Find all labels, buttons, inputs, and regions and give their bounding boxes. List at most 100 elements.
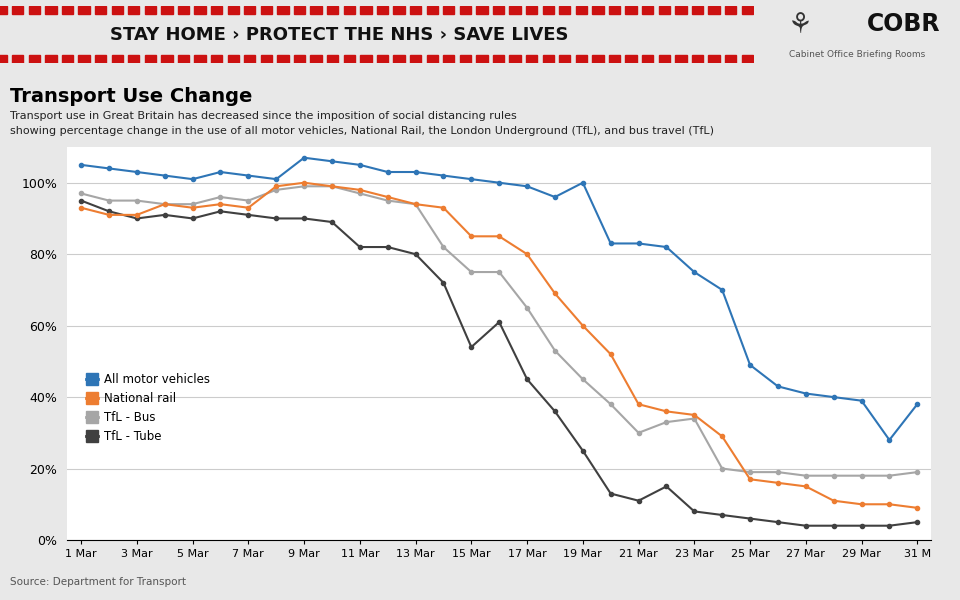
- Polygon shape: [145, 6, 156, 14]
- Polygon shape: [376, 6, 388, 14]
- Polygon shape: [45, 6, 57, 14]
- Polygon shape: [244, 55, 255, 63]
- Polygon shape: [294, 6, 305, 14]
- Polygon shape: [161, 55, 173, 63]
- Polygon shape: [111, 6, 123, 14]
- Polygon shape: [261, 6, 272, 14]
- Polygon shape: [559, 6, 570, 14]
- Polygon shape: [111, 55, 123, 63]
- Polygon shape: [79, 55, 89, 63]
- Polygon shape: [675, 55, 686, 63]
- Polygon shape: [344, 55, 355, 63]
- Polygon shape: [609, 55, 620, 63]
- Text: STAY HOME › PROTECT THE NHS › SAVE LIVES: STAY HOME › PROTECT THE NHS › SAVE LIVES: [109, 25, 568, 43]
- Polygon shape: [244, 6, 255, 14]
- Text: Transport Use Change: Transport Use Change: [10, 87, 252, 106]
- Polygon shape: [128, 6, 139, 14]
- Polygon shape: [376, 55, 388, 63]
- Polygon shape: [825, 6, 836, 14]
- Polygon shape: [675, 6, 686, 14]
- Polygon shape: [775, 55, 786, 63]
- Polygon shape: [410, 6, 421, 14]
- Polygon shape: [476, 55, 488, 63]
- Polygon shape: [460, 55, 471, 63]
- Polygon shape: [659, 55, 670, 63]
- Polygon shape: [492, 55, 504, 63]
- Text: Source: Department for Transport: Source: Department for Transport: [10, 577, 185, 587]
- Polygon shape: [741, 55, 753, 63]
- Polygon shape: [426, 6, 438, 14]
- Polygon shape: [277, 6, 289, 14]
- Polygon shape: [145, 55, 156, 63]
- Polygon shape: [12, 55, 23, 63]
- Polygon shape: [542, 55, 554, 63]
- Polygon shape: [576, 6, 588, 14]
- Polygon shape: [394, 55, 405, 63]
- Polygon shape: [526, 55, 538, 63]
- Polygon shape: [559, 55, 570, 63]
- Polygon shape: [294, 55, 305, 63]
- Polygon shape: [128, 55, 139, 63]
- Polygon shape: [0, 55, 7, 63]
- Polygon shape: [708, 6, 720, 14]
- Polygon shape: [808, 6, 819, 14]
- Polygon shape: [79, 6, 89, 14]
- Polygon shape: [426, 55, 438, 63]
- Polygon shape: [410, 55, 421, 63]
- Text: COBR: COBR: [867, 11, 941, 36]
- Polygon shape: [791, 55, 803, 63]
- Polygon shape: [360, 55, 372, 63]
- Polygon shape: [228, 55, 239, 63]
- Polygon shape: [492, 6, 504, 14]
- Polygon shape: [195, 55, 205, 63]
- Text: Transport use in Great Britain has decreased since the imposition of social dist: Transport use in Great Britain has decre…: [10, 111, 516, 121]
- Polygon shape: [394, 6, 405, 14]
- Polygon shape: [195, 6, 205, 14]
- Polygon shape: [12, 6, 23, 14]
- Polygon shape: [626, 6, 636, 14]
- Polygon shape: [626, 55, 636, 63]
- Polygon shape: [592, 6, 604, 14]
- Polygon shape: [542, 6, 554, 14]
- Polygon shape: [510, 55, 520, 63]
- Polygon shape: [576, 55, 588, 63]
- Polygon shape: [178, 55, 189, 63]
- Polygon shape: [310, 55, 322, 63]
- Polygon shape: [758, 55, 769, 63]
- Legend: All motor vehicles, National rail, TfL - Bus, TfL - Tube: All motor vehicles, National rail, TfL -…: [82, 368, 215, 448]
- Polygon shape: [327, 55, 338, 63]
- Polygon shape: [592, 55, 604, 63]
- Polygon shape: [0, 6, 7, 14]
- Polygon shape: [61, 6, 73, 14]
- Polygon shape: [775, 6, 786, 14]
- Polygon shape: [95, 6, 107, 14]
- Polygon shape: [741, 6, 753, 14]
- Polygon shape: [476, 6, 488, 14]
- Polygon shape: [178, 6, 189, 14]
- Polygon shape: [344, 6, 355, 14]
- Polygon shape: [808, 55, 819, 63]
- Text: Cabinet Office Briefing Rooms: Cabinet Office Briefing Rooms: [789, 50, 924, 59]
- Polygon shape: [327, 6, 338, 14]
- Polygon shape: [825, 55, 836, 63]
- Polygon shape: [758, 6, 769, 14]
- Polygon shape: [211, 55, 223, 63]
- Polygon shape: [692, 6, 703, 14]
- Polygon shape: [61, 55, 73, 63]
- Polygon shape: [45, 55, 57, 63]
- Text: showing percentage change in the use of all motor vehicles, National Rail, the L: showing percentage change in the use of …: [10, 126, 713, 136]
- Polygon shape: [228, 6, 239, 14]
- Text: ⚘: ⚘: [786, 11, 811, 39]
- Polygon shape: [708, 55, 720, 63]
- Polygon shape: [725, 6, 736, 14]
- Polygon shape: [261, 55, 272, 63]
- Polygon shape: [310, 6, 322, 14]
- Polygon shape: [609, 6, 620, 14]
- Polygon shape: [29, 55, 40, 63]
- Polygon shape: [29, 6, 40, 14]
- Polygon shape: [791, 6, 803, 14]
- Polygon shape: [725, 55, 736, 63]
- Polygon shape: [95, 55, 107, 63]
- Polygon shape: [211, 6, 223, 14]
- Polygon shape: [444, 6, 454, 14]
